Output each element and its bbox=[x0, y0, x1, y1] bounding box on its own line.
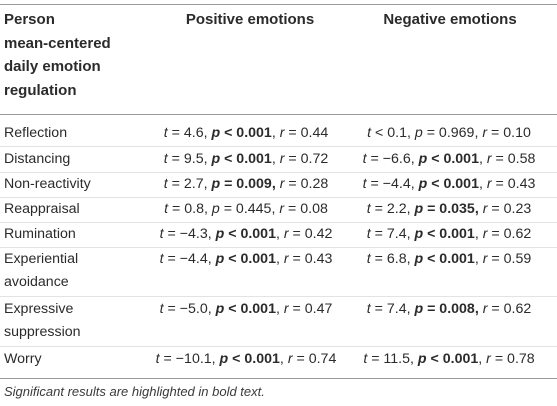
table-footnote: Significant results are highlighted in b… bbox=[4, 384, 265, 399]
row-divider bbox=[0, 296, 557, 297]
negative-emotions-cell: t = 7.4, p = 0.008, r = 0.62 bbox=[366, 301, 532, 317]
table-top-rule bbox=[0, 4, 557, 5]
negative-emotions-cell: t = 7.4, p < 0.001, r = 0.62 bbox=[366, 226, 532, 242]
header-label-line: mean-centered bbox=[4, 34, 111, 52]
negative-emotions-cell: t = 11.5, p < 0.001, r = 0.78 bbox=[363, 351, 535, 367]
positive-emotions-cell: t = −10.1, p < 0.001, r = 0.74 bbox=[155, 351, 337, 367]
positive-emotions-cell: t = 4.6, p < 0.001, r = 0.44 bbox=[163, 125, 329, 141]
table-row: Distancing t = 9.5, p < 0.001, r = 0.72 t … bbox=[0, 148, 557, 172]
row-label: Expressive suppression bbox=[4, 301, 81, 340]
row-label: Worry bbox=[4, 351, 42, 367]
negative-emotions-cell: t = −6.6, p < 0.001, r = 0.58 bbox=[362, 151, 536, 167]
row-label: Distancing bbox=[4, 151, 71, 167]
row-divider bbox=[0, 247, 557, 248]
header-label-line: regulation bbox=[4, 81, 77, 99]
positive-emotions-cell: t = −5.0, p < 0.001, r = 0.47 bbox=[159, 301, 333, 317]
negative-emotions-cell: t = 6.8, p < 0.001, r = 0.59 bbox=[366, 251, 532, 267]
table-header-row: Person mean-centered daily emotion regul… bbox=[0, 8, 557, 112]
positive-emotions-cell: t = 0.8, p = 0.445, r = 0.08 bbox=[164, 201, 328, 217]
row-label: Reappraisal bbox=[4, 201, 80, 217]
table-row: Worry t = −10.1, p < 0.001, r = 0.74 t = 1… bbox=[0, 348, 557, 372]
row-label: Reflection bbox=[4, 125, 68, 141]
row-divider bbox=[0, 197, 557, 198]
table-row: Reappraisal t = 0.8, p = 0.445, r = 0.08 t… bbox=[0, 198, 557, 222]
row-divider bbox=[0, 346, 557, 347]
row-label: Non-reactivity bbox=[4, 176, 91, 192]
negative-emotions-cell: t = −4.4, p < 0.001, r = 0.43 bbox=[362, 176, 536, 192]
table-bottom-rule bbox=[0, 378, 557, 379]
table-header-rule bbox=[0, 114, 557, 115]
header-negative-emotions: Negative emotions bbox=[383, 11, 517, 28]
positive-emotions-cell: t = −4.3, p < 0.001, r = 0.42 bbox=[159, 226, 333, 242]
positive-emotions-cell: t = −4.4, p < 0.001, r = 0.43 bbox=[159, 251, 333, 267]
header-label: Person mean-centered daily emotion regul… bbox=[4, 8, 144, 102]
header-label-line: daily emotion bbox=[4, 58, 101, 75]
table-row: Reflection t = 4.6, p < 0.001, r = 0.44 t … bbox=[0, 122, 557, 146]
row-divider bbox=[0, 172, 557, 173]
table-row: Expressive suppression t = −5.0, p < 0.00… bbox=[0, 298, 557, 346]
header-label-line: Person bbox=[4, 11, 55, 28]
positive-emotions-cell: t = 9.5, p < 0.001, r = 0.72 bbox=[163, 151, 329, 167]
table-row: Rumination t = −4.3, p < 0.001, r = 0.42 t… bbox=[0, 223, 557, 247]
row-divider bbox=[0, 222, 557, 223]
row-label: Experiential avoidance bbox=[4, 251, 79, 290]
table-row: Non-reactivity t = 2.7, p = 0.009, r = 0.… bbox=[0, 173, 557, 197]
negative-emotions-cell: t < 0.1, p = 0.969, r = 0.10 bbox=[367, 125, 531, 141]
row-label: Rumination bbox=[4, 226, 76, 242]
header-positive-emotions: Positive emotions bbox=[185, 11, 315, 28]
positive-emotions-cell: t = 2.7, p = 0.009, r = 0.28 bbox=[163, 176, 329, 192]
table-row: Experiential avoidance t = −4.4, p < 0.00… bbox=[0, 248, 557, 296]
row-divider bbox=[0, 146, 557, 147]
negative-emotions-cell: t = 2.2, p = 0.035, r = 0.23 bbox=[366, 201, 532, 217]
